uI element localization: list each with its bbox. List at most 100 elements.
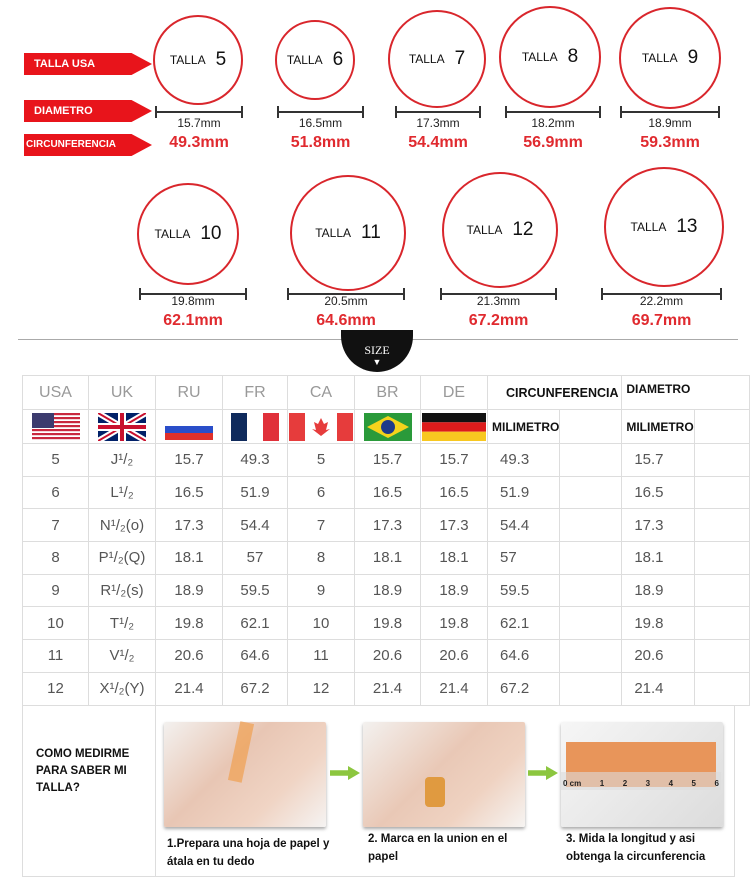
table-cell: 9	[22, 573, 89, 608]
france-flag-icon	[231, 412, 279, 441]
header-fr: FR	[222, 375, 288, 410]
ring-circle: TALLA 5	[153, 15, 243, 105]
table-cell: J¹/₂	[88, 443, 156, 477]
table-cell: 16.5	[354, 475, 421, 510]
empty-cell	[559, 606, 623, 641]
ring-talla-word: TALLA	[630, 220, 667, 234]
table-cell: 10	[287, 606, 355, 641]
empty-cell	[693, 639, 750, 673]
flag-row: MILIMETRO MILIMETRO	[22, 409, 750, 444]
ruler-mark: 0 cm	[563, 779, 582, 788]
diam-unit: MILIMETRO	[621, 409, 695, 444]
brazil-flag-icon	[363, 412, 412, 441]
table-cell: 20.6	[155, 639, 223, 673]
header-br: BR	[354, 375, 421, 410]
step3-ruler-photo: 0 cm 1 2 3 4 5 6	[561, 722, 723, 827]
russia-flag-cell	[155, 409, 223, 444]
table-cell: 6	[22, 475, 89, 510]
ring-circle: TALLA 6	[275, 20, 355, 100]
table-row: 12 X¹/₂(Y) 21.4 67.2 12 21.4 21.4 67.2 21.4	[22, 671, 750, 706]
ring-size: 10	[200, 223, 222, 244]
table-cell: 18.1	[420, 541, 488, 575]
france-flag-cell	[222, 409, 288, 444]
header-circunferencia: CIRCUNFERENCIA	[486, 375, 623, 410]
ruler-mark: 2	[622, 779, 628, 788]
ring-talla-word: TALLA	[315, 226, 352, 240]
table-cell: X¹/₂(Y)	[88, 671, 156, 706]
table-cell: 18.1	[155, 541, 223, 575]
table-cell: 15.7	[420, 443, 488, 477]
diameter-bar	[155, 106, 243, 118]
header-uk: UK	[88, 375, 156, 410]
ring-circumference: 59.3mm	[640, 134, 700, 151]
table-cell: R¹/₂(s)	[88, 573, 156, 608]
ring-diameter: 18.2mm	[531, 116, 575, 130]
ring-diameter: 17.3mm	[416, 116, 460, 130]
ring-circumference: 54.4mm	[408, 134, 468, 151]
table-cell: 5	[22, 443, 89, 477]
table-cell: 7	[22, 508, 89, 543]
table-row: 8 P¹/₂(Q) 18.1 57 8 18.1 18.1 57 18.1	[22, 541, 750, 575]
empty-cell	[559, 508, 623, 543]
header-diametro: DIAMETRO	[621, 375, 750, 410]
size-badge: SIZE ▼	[341, 330, 413, 372]
step2-hand-photo	[363, 722, 525, 827]
ring-size: 9	[687, 47, 699, 68]
table-cell: T¹/₂	[88, 606, 156, 641]
table-cell: 11	[22, 639, 89, 673]
ring-circle: TALLA 13	[604, 167, 724, 287]
table-cell: 49.3	[222, 443, 288, 477]
table-cell: 54.4	[222, 508, 288, 543]
canada-flag-icon	[289, 412, 353, 441]
table-cell: 62.1	[486, 606, 561, 641]
table-row: 6 L¹/₂ 16.5 51.9 6 16.5 16.5 51.9 16.5	[22, 475, 750, 510]
ring-diameter: 20.5mm	[324, 294, 368, 308]
table-cell: 49.3	[486, 443, 561, 477]
header-de: DE	[420, 375, 488, 410]
table-cell: 64.6	[486, 639, 561, 673]
ring-talla-word: TALLA	[154, 227, 191, 241]
table-cell: 18.9	[354, 573, 421, 608]
table-cell: 20.6	[420, 639, 488, 673]
table-cell: 16.5	[155, 475, 223, 510]
ring-circumference: 56.9mm	[523, 134, 583, 151]
ring-talla-word: TALLA	[641, 51, 678, 65]
table-cell: 16.5	[420, 475, 488, 510]
empty-cell	[693, 541, 750, 575]
ring-talla-word: TALLA	[286, 53, 323, 67]
ruler-mark: 6	[714, 779, 719, 788]
table-cell: 15.7	[621, 443, 695, 477]
circ-unit: MILIMETRO	[486, 409, 561, 444]
table-cell: 57	[486, 541, 561, 575]
diameter-bar	[505, 106, 601, 118]
empty-cell	[693, 443, 750, 477]
diameter-bar	[601, 288, 722, 300]
talla-usa-label: TALLA USA	[24, 53, 152, 75]
diameter-bar	[277, 106, 364, 118]
ring-size: 7	[454, 48, 466, 69]
table-cell: 20.6	[354, 639, 421, 673]
empty-cell	[693, 409, 750, 444]
ring-circumference: 49.3mm	[169, 134, 229, 151]
table-row: 5 J¹/₂ 15.7 49.3 5 15.7 15.7 49.3 15.7	[22, 443, 750, 477]
table-row: 9 R¹/₂(s) 18.9 59.5 9 18.9 18.9 59.5 18.9	[22, 573, 750, 608]
diameter-bar	[620, 106, 720, 118]
circunferencia-label: CIRCUNFERENCIA	[24, 134, 152, 156]
table-cell: 18.9	[155, 573, 223, 608]
table-cell: 17.3	[621, 508, 695, 543]
table-cell: 19.8	[420, 606, 488, 641]
table-cell: 51.9	[222, 475, 288, 510]
ring-circle: TALLA 8	[499, 6, 601, 108]
table-cell: 21.4	[354, 671, 421, 706]
empty-cell	[693, 671, 750, 706]
table-cell: 51.9	[486, 475, 561, 510]
table-cell: 64.6	[222, 639, 288, 673]
table-cell: 17.3	[155, 508, 223, 543]
empty-cell	[559, 639, 623, 673]
ruler-mark: 4	[668, 779, 674, 788]
empty-cell	[693, 573, 750, 608]
ring-circle: TALLA 11	[290, 175, 406, 291]
table-row: 11 V¹/₂ 20.6 64.6 11 20.6 20.6 64.6 20.6	[22, 639, 750, 673]
ruler-mark: 3	[645, 779, 651, 788]
table-cell: 54.4	[486, 508, 561, 543]
